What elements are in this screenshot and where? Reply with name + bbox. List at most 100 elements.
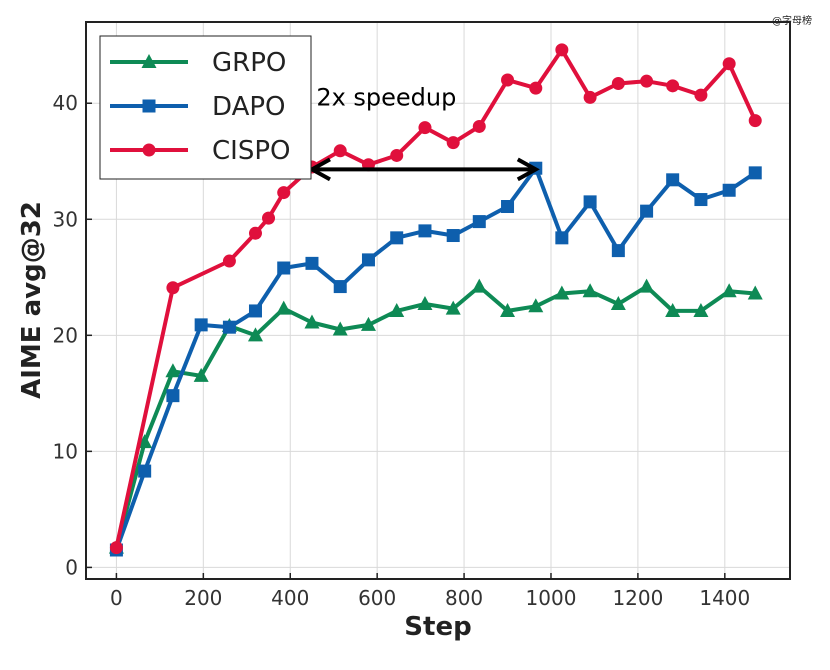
data-point-dapo	[583, 195, 597, 209]
y-tick-label: 20	[53, 323, 78, 347]
data-point-dapo	[138, 464, 152, 478]
data-point-grpo	[304, 314, 320, 329]
data-point-cispo	[472, 119, 486, 133]
data-point-dapo	[555, 231, 569, 245]
data-point-grpo	[747, 285, 763, 300]
data-point-dapo	[418, 224, 432, 238]
data-point-grpo	[137, 434, 153, 449]
data-point-dapo	[640, 204, 654, 218]
data-point-grpo	[582, 283, 598, 298]
data-point-cispo	[611, 77, 625, 91]
y-tick-label: 10	[53, 439, 78, 463]
data-point-grpo	[360, 316, 376, 331]
data-point-dapo	[666, 173, 680, 187]
data-point-dapo	[501, 200, 515, 214]
data-point-grpo	[389, 302, 405, 317]
x-tick-label: 1400	[699, 586, 750, 610]
data-point-dapo	[166, 389, 180, 403]
legend-label-cispo: CISPO	[212, 136, 290, 166]
y-tick-label: 0	[65, 555, 78, 579]
data-point-grpo	[554, 285, 570, 300]
ticks: 0 200 400 600 800 1000 1200 1400 0 10 20 30 40	[53, 91, 751, 610]
data-point-dapo	[722, 183, 736, 197]
y-tick-label: 40	[53, 91, 78, 115]
legend-marker-grpo	[141, 54, 157, 68]
data-point-cispo	[277, 186, 291, 200]
data-point-grpo	[247, 327, 263, 342]
data-point-cispo	[722, 57, 736, 71]
data-point-cispo	[529, 81, 543, 95]
data-point-cispo	[583, 90, 597, 104]
data-point-cispo	[109, 541, 123, 555]
data-point-dapo	[390, 231, 404, 245]
data-point-cispo	[446, 136, 460, 150]
data-point-dapo	[194, 318, 208, 332]
data-point-cispo	[666, 79, 680, 93]
speedup-label: 2x speedup	[316, 84, 456, 112]
data-point-dapo	[361, 253, 375, 267]
x-tick-label: 1200	[612, 586, 663, 610]
annotation: 2x speedup	[307, 84, 540, 182]
speedup-arrow-head-left	[307, 157, 331, 182]
watermark: @字母榜	[772, 14, 812, 27]
data-point-dapo	[748, 166, 762, 180]
data-point-cispo	[640, 74, 654, 88]
data-point-cispo	[248, 226, 262, 240]
x-tick-label: 400	[271, 586, 309, 610]
data-point-grpo	[665, 302, 681, 317]
data-point-grpo	[193, 367, 209, 382]
series-grpo	[108, 278, 763, 554]
data-point-dapo	[333, 280, 347, 294]
data-point-grpo	[445, 300, 461, 315]
series-dapo	[109, 161, 762, 557]
data-point-cispo	[262, 211, 276, 225]
x-tick-label: 200	[184, 586, 222, 610]
data-point-grpo	[165, 363, 181, 378]
data-point-cispo	[555, 43, 569, 57]
data-point-grpo	[639, 278, 655, 293]
data-point-dapo	[305, 256, 319, 270]
legend-marker-cispo	[142, 143, 156, 157]
data-point-grpo	[693, 302, 709, 317]
legend-label-dapo: DAPO	[212, 92, 286, 122]
data-point-grpo	[721, 283, 737, 298]
data-point-grpo	[417, 295, 433, 310]
data-point-cispo	[501, 73, 515, 87]
data-point-grpo	[610, 295, 626, 310]
data-point-cispo	[694, 88, 708, 102]
data-point-grpo	[471, 278, 487, 293]
y-tick-label: 30	[53, 207, 78, 231]
plot-frame	[85, 21, 791, 580]
data-point-cispo	[418, 121, 432, 135]
data-point-cispo	[390, 148, 404, 162]
data-point-grpo	[276, 300, 292, 315]
data-point-grpo	[332, 321, 348, 336]
data-point-dapo	[472, 215, 486, 229]
data-point-dapo	[694, 193, 708, 207]
legend-marker-dapo	[142, 99, 156, 113]
speedup-arrow-head-right	[516, 157, 540, 182]
y-axis-title: AIME avg@32	[17, 201, 47, 399]
series-layer	[108, 43, 763, 557]
data-point-cispo	[333, 144, 347, 158]
x-tick-label: 600	[358, 586, 396, 610]
legend-label-grpo: GRPO	[212, 48, 286, 78]
legend-item-grpo: GRPO	[110, 48, 286, 78]
data-point-dapo	[248, 304, 262, 318]
x-tick-label: 1000	[526, 586, 577, 610]
legend: GRPO DAPO CISPO	[99, 35, 312, 180]
data-point-dapo	[611, 244, 625, 258]
data-point-cispo	[748, 114, 762, 128]
legend-item-cispo: CISPO	[110, 136, 290, 166]
x-tick-label: 0	[110, 586, 123, 610]
data-point-cispo	[222, 254, 236, 268]
x-axis-title: Step	[404, 612, 471, 642]
data-point-dapo	[222, 320, 236, 334]
data-point-grpo	[528, 298, 544, 313]
legend-item-dapo: DAPO	[110, 92, 286, 122]
data-point-cispo	[166, 281, 180, 295]
x-tick-label: 800	[445, 586, 483, 610]
data-point-dapo	[446, 229, 460, 243]
data-point-grpo	[500, 302, 516, 317]
